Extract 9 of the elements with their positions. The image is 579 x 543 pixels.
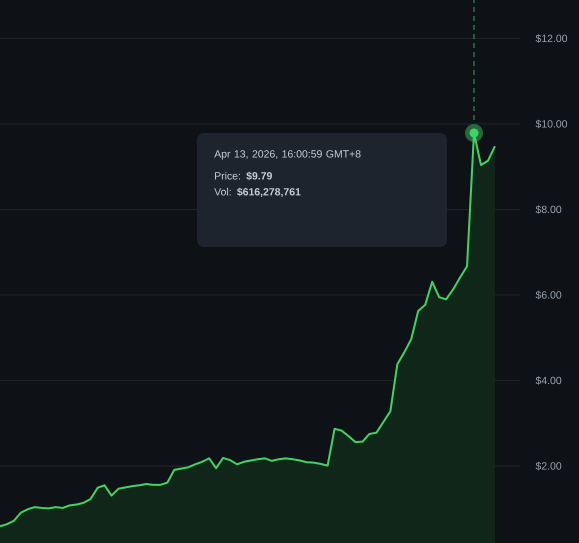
annotation: Price: $9.79 (215, 172, 272, 180)
y-tick-label: $2.00 (536, 462, 562, 470)
y-tick-label: $10.00 (536, 120, 568, 128)
y-tick-label: $12.00 (536, 34, 568, 43)
annotation: Vol: $616,278,761 (214, 188, 301, 198)
y-tick-label: $4.00 (536, 376, 562, 385)
y-tick-label: $8.00 (536, 205, 562, 214)
annotation: Apr 13, 2026, 16:00:59 GMT+8 (214, 150, 361, 160)
y-tick-label: $6.00 (536, 290, 562, 300)
